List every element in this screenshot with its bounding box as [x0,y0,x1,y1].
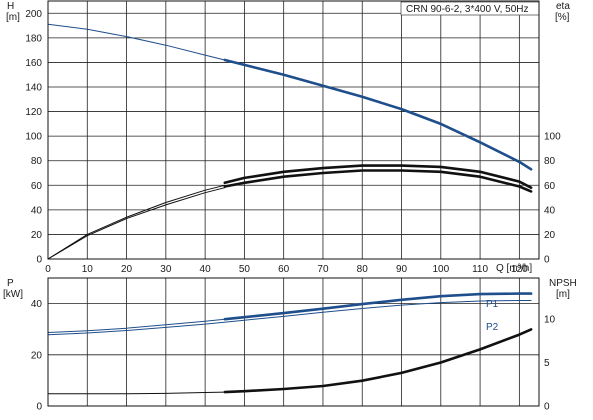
y-left-tick-label: 40 [31,299,43,310]
series-curve-0 [47,318,226,333]
x-tick-label: 10 [82,264,94,275]
x-tick-label: 70 [317,264,329,275]
series-curve-0 [47,23,226,61]
legend-p1: P1 [486,299,499,310]
y-left-tick-label: 20 [31,230,43,241]
series-curve-1 [223,292,533,321]
x-tick-label: 60 [278,264,290,275]
bottom-panel-frame [47,277,540,407]
y-axis-label-eta-2: [%] [555,12,570,23]
x-tick-label: 90 [396,264,408,275]
y-left-tick-label: 160 [25,58,42,69]
y-right-tick-label: 80 [544,156,556,167]
y-left-tick-label: 80 [31,156,43,167]
y-axis-label-head-1: H [7,1,14,12]
y-right-tick-label: 5 [544,358,550,369]
y-right-tick-label: 0 [544,402,550,413]
x-tick-label: 80 [357,264,369,275]
series-curve-4 [223,164,533,189]
y-right-tick-label: 60 [544,181,556,192]
x-tick-label: 0 [45,264,51,275]
y-axis-label-eta-1: eta [556,1,570,12]
legend-p2: P2 [486,322,499,333]
top-panel-series [47,23,533,260]
y-left-tick-label: 40 [31,205,43,216]
y-right-tick-label: 100 [544,132,561,143]
y-left-tick-label: 140 [25,83,42,94]
x-tick-label: 110 [472,264,488,275]
y-left-tick-label: 100 [25,132,42,143]
y-axis-label-npsh-1: NPSH [549,278,577,289]
y-left-tick-label: 200 [25,9,42,20]
x-tick-label: 120 [511,264,528,275]
series-curve-3 [47,391,226,395]
y-left-tick-label: 60 [31,181,43,192]
y-right-tick-label: 40 [544,205,556,216]
y-left-tick-label: 120 [25,107,42,118]
y-right-tick-label: 0 [544,255,550,266]
x-tick-label: 100 [432,264,449,275]
x-tick-label: 50 [239,264,251,275]
series-curve-2 [47,300,532,336]
y-axis-label-npsh-2: [m] [556,289,570,300]
x-tick-label: 20 [121,264,133,275]
bottom-panel-series [47,292,533,395]
y-left-tick-label: 180 [25,33,42,44]
series-curve-2 [47,184,226,260]
y-left-tick-label: 20 [31,350,43,361]
series-curve-4 [223,328,533,394]
y-axis-label-head-2: [m] [6,12,20,23]
y-left-tick-label: 0 [36,255,42,266]
y-right-tick-label: 20 [544,230,556,241]
x-axis-label: Q [m³/h] [496,263,532,274]
x-tick-label: 30 [160,264,172,275]
y-axis-label-power-2: [kW] [3,289,23,300]
series-curve-3 [47,187,226,260]
tick-labels: 0 10 20 30 40 50 60 70 80 90 100 110 120020406080100… [25,9,561,413]
y-axis-label-power-1: P [7,278,14,289]
y-right-tick-label: 10 [544,314,556,325]
y-left-tick-label: 0 [36,402,42,413]
series-curve-1 [223,58,533,171]
chart-title: CRN 90-6-2, 3*400 V, 50Hz [406,4,528,15]
top-panel-grid [47,1,539,260]
top-panel-frame [47,0,540,260]
series-curve-5 [223,169,533,193]
x-tick-label: 40 [200,264,212,275]
